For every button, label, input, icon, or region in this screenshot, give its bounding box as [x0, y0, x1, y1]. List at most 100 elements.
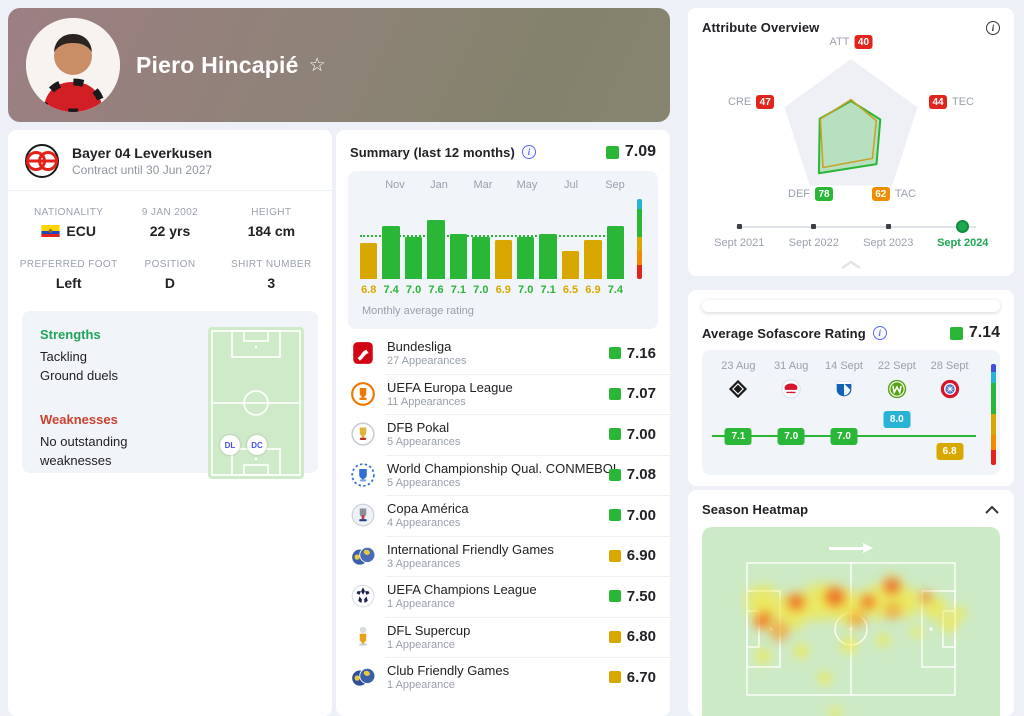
chevron-up-icon[interactable] [984, 505, 1000, 514]
heat-blobs-layer [702, 527, 1000, 716]
summary-info-icon[interactable]: i [521, 145, 536, 159]
match-rating-badge: 7.0 [830, 428, 858, 445]
attribute-info-icon[interactable]: i [986, 20, 1000, 35]
match-column[interactable]: 23 Aug [712, 360, 765, 405]
tournament-row[interactable]: Club Friendly Games 1 Appearance 6.70 [336, 657, 670, 698]
att-value-badge: 40 [854, 35, 873, 49]
average-rating-value: 7.14 [949, 324, 1000, 342]
tournament-name: Bundesliga [387, 339, 452, 355]
strengths-weaknesses-box: Strengths Tackling Ground duels Weaknesse… [22, 311, 318, 473]
heat-blob [792, 641, 811, 660]
radar-label-att: ATT 40 [830, 35, 873, 49]
follow-star-icon[interactable]: ☆ [308, 55, 326, 76]
attack-direction-arrow [829, 543, 873, 553]
rating-bar [606, 225, 625, 279]
position-badge-dc: DC [247, 435, 267, 455]
tournament-row[interactable]: Copa América 4 Appearances 7.00 [336, 495, 670, 536]
rating-bar [404, 236, 423, 279]
season-dot [885, 224, 891, 229]
club-row[interactable]: Bayer 04 Leverkusen Contract until 30 Ju… [8, 130, 332, 190]
bayer-leverkusen-logo [24, 143, 60, 179]
tournament-rating: 7.00 [608, 426, 656, 443]
month-label: Nov [385, 179, 405, 191]
bar-value-label: 6.9 [585, 284, 601, 296]
cre-value-badge: 47 [756, 95, 775, 109]
heat-blob [882, 601, 903, 621]
season-dot [736, 224, 742, 229]
bar-value-label: 7.0 [518, 284, 534, 296]
month-label: Jan [430, 179, 448, 191]
bar-value-label: 7.6 [428, 284, 444, 296]
bar-value-label: 7.0 [473, 284, 489, 296]
tournament-list: Bundesliga 27 Appearances 7.16 UEFA Europa … [336, 333, 670, 698]
tournament-row[interactable]: DFL Supercup 1 Appearance 6.80 [336, 616, 670, 658]
tournament-rating: 7.16 [608, 345, 656, 362]
season-option-sept-2021[interactable]: Sept 2021 [702, 219, 777, 249]
chart-caption: Monthly average rating [362, 305, 474, 317]
collapse-chevron-icon[interactable] [840, 256, 862, 274]
radar-comparison-polygon [819, 98, 878, 169]
season-option-sept-2024[interactable]: Sept 2024 [926, 219, 1001, 249]
match-date: 23 Aug [721, 360, 756, 372]
weaknesses-list: No outstanding weaknesses [40, 433, 198, 471]
season-label: Sept 2022 [788, 237, 839, 249]
tournament-rating: 6.80 [608, 628, 656, 645]
chart-bars [360, 199, 625, 279]
tournament-name: UEFA Champions League [387, 582, 537, 598]
summary-title: Summary (last 12 months) [350, 144, 515, 160]
weaknesses-title: Weaknesses [40, 411, 118, 427]
fact-position: POSITION D [144, 259, 196, 291]
tournament-row[interactable]: UEFA Champions League 1 Appearance 7.50 [336, 576, 670, 617]
strengths-list: Tackling Ground duels [40, 348, 198, 386]
match-ratings-line: 7.1 7.0 7.0 8.0 6.8 [712, 405, 976, 467]
match-column[interactable]: 28 Sept [923, 360, 976, 405]
heat-blob [827, 706, 842, 716]
tournament-appearances: 11 Appearances [387, 395, 466, 408]
tournament-appearances: 3 Appearances [387, 557, 461, 570]
rating-bar [472, 236, 490, 279]
tournament-rating: 6.90 [608, 547, 656, 564]
radar-label-cre: CRE 47 [728, 95, 775, 109]
tournament-row[interactable]: World Championship Qual. CONMEBOL 5 Appea… [336, 454, 670, 496]
average-rating-card: Average Sofascore Rating i 7.14 23 Aug 31… [688, 290, 1014, 486]
season-dot [811, 224, 817, 229]
radar-label-def: DEF 78 [788, 187, 833, 201]
copa-america-icon [350, 502, 376, 528]
rating-bar [382, 225, 400, 279]
month-label: Sep [605, 179, 625, 191]
tournament-row[interactable]: Bundesliga 27 Appearances 7.16 [336, 333, 670, 374]
conmebol-qual-icon [350, 462, 376, 488]
bar-value-label: 7.1 [540, 284, 556, 296]
summary-overall-rating: 7.09 [605, 143, 656, 161]
summary-card: Summary (last 12 months) i 7.09 Nov Jan Ma… [336, 130, 670, 716]
tournament-row[interactable]: UEFA Europa League 11 Appearances 7.07 [336, 373, 670, 415]
average-rating-title: Average Sofascore Rating [702, 325, 866, 341]
average-rating-info-icon[interactable]: i [872, 326, 887, 340]
radar-background-pentagon [784, 59, 918, 186]
match-column[interactable]: 14 Sept [818, 360, 871, 405]
match-column[interactable]: 22 Sept [870, 360, 923, 405]
rb-leipzig-logo [780, 378, 802, 400]
divider [8, 190, 332, 191]
rating-color-square [608, 468, 621, 481]
tournament-rating: 7.00 [608, 507, 656, 524]
heat-blob [874, 632, 891, 648]
rating-bar [427, 220, 445, 279]
heat-blob [752, 612, 771, 631]
rating-color-square [608, 630, 621, 643]
rating-bar [360, 242, 378, 279]
tournament-row[interactable]: DFB Pokal 5 Appearances 7.00 [336, 414, 670, 455]
rating-color-scale: 876 [637, 199, 642, 279]
match-column[interactable]: 31 Aug [765, 360, 818, 405]
dfl-supercup-icon [350, 624, 376, 650]
attribute-overview-title: Attribute Overview [702, 20, 820, 35]
collapsed-section-bar[interactable] [702, 300, 1000, 312]
season-option-sept-2023[interactable]: Sept 2023 [851, 219, 926, 249]
tournament-name: UEFA Europa League [387, 379, 513, 395]
season-heatmap-card: Season Heatmap [688, 490, 1014, 716]
tournament-row[interactable]: International Friendly Games 3 Appearance… [336, 535, 670, 577]
tournament-appearances: 5 Appearances [387, 476, 461, 489]
match-date: 28 Sept [930, 360, 969, 372]
heat-blob [754, 647, 773, 665]
season-option-sept-2022[interactable]: Sept 2022 [777, 219, 852, 249]
